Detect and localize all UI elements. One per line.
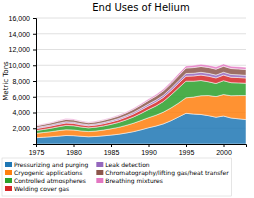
chart: End Uses of Helium 1975 1980 1985 1990 1995 20… bbox=[0, 0, 254, 198]
tick: 1995 bbox=[179, 144, 195, 156]
tick-label: 8,000 bbox=[12, 78, 30, 85]
legend: Pressurizing and purgingCryogenic applic… bbox=[2, 158, 232, 196]
tick-label: 2,000 bbox=[12, 125, 30, 132]
tick-label: 1985 bbox=[104, 149, 120, 156]
legend-item: Leak detection bbox=[96, 161, 150, 168]
tick-label: 1980 bbox=[66, 149, 82, 156]
areas bbox=[36, 64, 246, 144]
title: End Uses of Helium bbox=[92, 2, 189, 13]
grid-line bbox=[36, 18, 246, 19]
legend-label: Pressurizing and purging bbox=[14, 161, 89, 169]
tick: 1980 bbox=[66, 144, 82, 156]
tick: 10,000 bbox=[9, 62, 36, 69]
tick: 2000 bbox=[216, 144, 232, 156]
legend-label: Cryogenic applications bbox=[14, 169, 82, 177]
tick: 8,000 bbox=[12, 78, 36, 85]
tick-label: 10,000 bbox=[9, 62, 31, 69]
y-axis: 2,000 4,000 6,000 8,000 10,000 12,000 14,000 16… bbox=[9, 15, 37, 145]
legend-label: Breathing mixtures bbox=[105, 177, 163, 185]
tick-mark bbox=[74, 144, 75, 147]
tick-mark bbox=[33, 65, 36, 66]
y-label: Metric Tons bbox=[2, 61, 10, 101]
legend-label: Welding cover gas bbox=[14, 185, 69, 193]
grid-line bbox=[36, 33, 246, 34]
legend-item: Cryogenic applications bbox=[5, 169, 82, 177]
tick: 12,000 bbox=[9, 46, 36, 53]
axis-line bbox=[33, 19, 37, 145]
legend-item: Breathing mixtures bbox=[96, 177, 163, 185]
tick-label: 1995 bbox=[179, 149, 195, 156]
tick-mark bbox=[186, 144, 187, 147]
tick: 2,000 bbox=[12, 125, 36, 132]
axis-line bbox=[37, 145, 247, 148]
tick: 1990 bbox=[141, 144, 157, 156]
legend-swatch bbox=[96, 178, 103, 183]
grid-line bbox=[36, 49, 246, 50]
legend-swatch bbox=[5, 162, 12, 167]
legend-item: Pressurizing and purging bbox=[5, 161, 89, 169]
tick-label: 1975 bbox=[29, 149, 45, 156]
tick-mark bbox=[33, 113, 36, 114]
legend-swatch bbox=[5, 178, 12, 183]
tick-label: 2000 bbox=[216, 149, 232, 156]
tick-label: 16,000 bbox=[9, 15, 31, 22]
tick-label: 1990 bbox=[141, 149, 157, 156]
tick-mark bbox=[33, 34, 36, 35]
tick-label: 12,000 bbox=[9, 46, 31, 53]
legend-item: Welding cover gas bbox=[5, 185, 69, 193]
tick: 16,000 bbox=[9, 15, 36, 22]
tick-mark bbox=[33, 81, 36, 82]
legend-frame bbox=[2, 158, 232, 196]
tick-label: 14,000 bbox=[9, 30, 31, 37]
legend-swatch bbox=[96, 170, 103, 175]
legend-swatch bbox=[5, 186, 12, 191]
tick-mark bbox=[33, 97, 36, 98]
tick: 6,000 bbox=[12, 93, 36, 100]
tick-mark bbox=[111, 144, 112, 147]
tick-mark bbox=[224, 144, 225, 147]
tick: 1985 bbox=[104, 144, 120, 156]
area bbox=[36, 64, 246, 126]
tick: 4,000 bbox=[12, 109, 36, 116]
legend-item: Controlled atmospheres bbox=[5, 177, 86, 185]
legend-swatch bbox=[5, 170, 12, 175]
tick-mark bbox=[149, 144, 150, 147]
legend-swatch bbox=[96, 162, 103, 167]
tick-mark bbox=[33, 50, 36, 51]
tick-mark bbox=[33, 18, 36, 19]
tick: 1975 bbox=[29, 144, 45, 156]
tick-mark bbox=[33, 128, 36, 129]
legend-label: Leak detection bbox=[105, 161, 150, 168]
x-axis: 1975 1980 1985 1990 1995 2000 bbox=[29, 144, 247, 156]
tick: 14,000 bbox=[9, 30, 36, 37]
tick-label: 4,000 bbox=[12, 109, 30, 116]
plot: 1975 1980 1985 1990 1995 2000 2,000 4,000 6,000 8… bbox=[9, 15, 247, 156]
legend-item: Chromatography/lifting gas/heat transfer bbox=[96, 169, 229, 177]
legend-label: Chromatography/lifting gas/heat transfer bbox=[105, 169, 229, 177]
tick-label: 6,000 bbox=[12, 93, 30, 100]
legend-label: Controlled atmospheres bbox=[14, 177, 86, 185]
grid-line bbox=[36, 65, 246, 66]
